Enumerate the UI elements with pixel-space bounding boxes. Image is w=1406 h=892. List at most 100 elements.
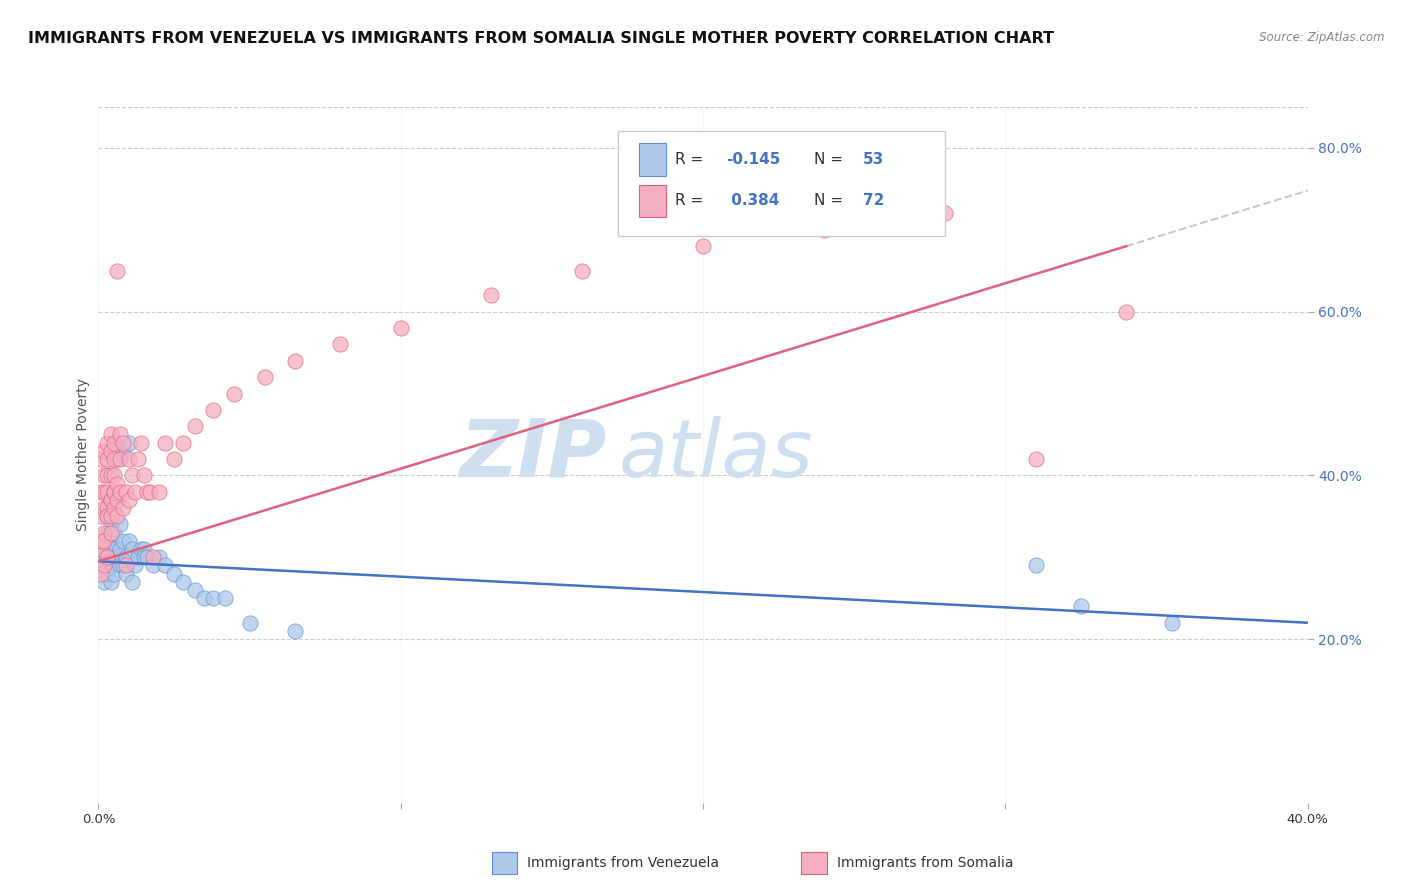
Point — [93, 558, 115, 573]
Text: 0.384: 0.384 — [725, 194, 779, 209]
Point — [118, 533, 141, 548]
Point — [100, 427, 122, 442]
Point — [93, 501, 115, 516]
Point — [121, 574, 143, 589]
Text: ZIP: ZIP — [458, 416, 606, 494]
Point — [96, 501, 118, 516]
Point — [105, 452, 128, 467]
Point — [127, 550, 149, 565]
Point — [163, 452, 186, 467]
Point — [127, 452, 149, 467]
Point — [184, 582, 207, 597]
Point — [96, 468, 118, 483]
Point — [103, 566, 125, 581]
Point — [481, 288, 503, 302]
Point — [1115, 304, 1137, 318]
Point — [114, 566, 136, 581]
Point — [105, 435, 128, 450]
Point — [153, 435, 176, 450]
Text: 53: 53 — [863, 152, 884, 167]
Text: atlas: atlas — [619, 416, 813, 494]
Point — [114, 484, 136, 499]
Point — [100, 492, 122, 507]
FancyBboxPatch shape — [619, 131, 945, 235]
Point — [135, 484, 157, 499]
Point — [100, 443, 122, 458]
Text: N =: N = — [814, 152, 848, 167]
Point — [224, 386, 246, 401]
Point — [121, 468, 143, 483]
Point — [90, 533, 112, 548]
Point — [103, 484, 125, 499]
Point — [571, 264, 593, 278]
Y-axis label: Single Mother Poverty: Single Mother Poverty — [76, 378, 90, 532]
Point — [103, 550, 125, 565]
Point — [100, 533, 122, 548]
Point — [93, 542, 115, 557]
Point — [148, 484, 170, 499]
Point — [96, 484, 118, 499]
Point — [96, 550, 118, 565]
Point — [135, 550, 157, 565]
Point — [111, 501, 134, 516]
Point — [90, 550, 112, 565]
Point — [172, 574, 194, 589]
Point — [193, 591, 215, 606]
Point — [172, 435, 194, 450]
Text: R =: R = — [675, 152, 709, 167]
Text: 72: 72 — [863, 194, 884, 209]
Point — [93, 468, 115, 483]
Point — [100, 574, 122, 589]
Point — [111, 443, 134, 458]
Point — [1024, 558, 1046, 573]
Point — [103, 468, 125, 483]
Point — [148, 550, 170, 565]
Point — [100, 468, 122, 483]
Point — [100, 525, 122, 540]
Point — [114, 558, 136, 573]
Point — [1160, 615, 1182, 630]
Point — [103, 525, 125, 540]
Point — [132, 468, 155, 483]
Point — [96, 525, 118, 540]
Point — [124, 558, 146, 573]
Point — [692, 239, 714, 253]
Point — [90, 566, 112, 581]
Point — [96, 509, 118, 524]
Point — [93, 484, 115, 499]
Text: Source: ZipAtlas.com: Source: ZipAtlas.com — [1260, 31, 1385, 45]
Point — [100, 492, 122, 507]
Point — [105, 550, 128, 565]
Point — [118, 492, 141, 507]
Point — [108, 427, 131, 442]
Point — [129, 542, 152, 557]
Point — [96, 566, 118, 581]
Point — [114, 550, 136, 565]
Point — [202, 403, 225, 417]
Point — [100, 509, 122, 524]
Point — [93, 443, 115, 458]
Point — [142, 558, 165, 573]
Point — [253, 370, 276, 384]
Point — [90, 509, 112, 524]
Point — [103, 452, 125, 467]
Point — [103, 484, 125, 499]
Point — [93, 558, 115, 573]
Text: IMMIGRANTS FROM VENEZUELA VS IMMIGRANTS FROM SOMALIA SINGLE MOTHER POVERTY CORRE: IMMIGRANTS FROM VENEZUELA VS IMMIGRANTS … — [28, 31, 1054, 46]
Point — [103, 501, 125, 516]
Point — [214, 591, 236, 606]
Point — [108, 558, 131, 573]
Point — [105, 492, 128, 507]
Point — [105, 509, 128, 524]
Point — [202, 591, 225, 606]
Point — [118, 435, 141, 450]
Point — [139, 484, 162, 499]
Bar — [638, 143, 665, 176]
Point — [121, 542, 143, 557]
Bar — [638, 185, 665, 218]
Point — [118, 452, 141, 467]
Point — [93, 574, 115, 589]
Point — [142, 550, 165, 565]
Point — [103, 542, 125, 557]
Point — [108, 452, 131, 467]
